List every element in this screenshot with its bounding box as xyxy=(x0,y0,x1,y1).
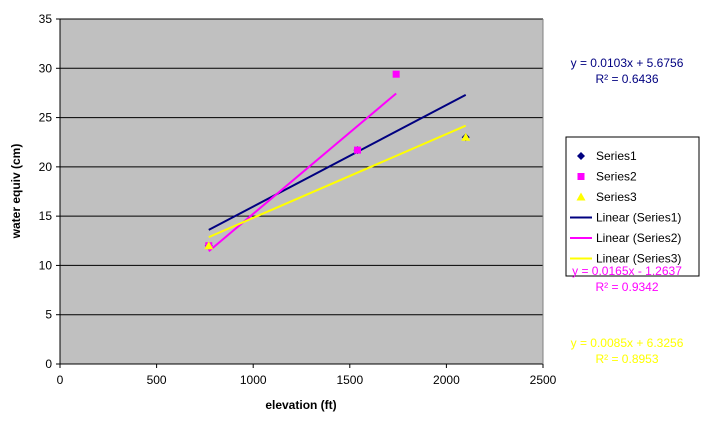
r-squared-series2: R² = 0.9342 xyxy=(595,280,658,294)
x-tick-labels: 0 500 1000 1500 2000 2500 xyxy=(57,373,557,387)
r-squared-series3: R² = 0.8953 xyxy=(595,352,658,366)
x-axis-title: elevation (ft) xyxy=(265,398,336,412)
y-tick-labels: 0 5 10 15 20 25 30 35 xyxy=(39,12,53,371)
y-tick-label: 0 xyxy=(45,357,52,371)
trendline-series3 xyxy=(208,124,467,239)
y-axis-title: water equiv (cm) xyxy=(9,144,23,240)
x-tick-label: 0 xyxy=(57,373,64,387)
x-tick-label: 1000 xyxy=(240,373,267,387)
trendline-series1 xyxy=(208,93,467,231)
series2-point xyxy=(354,146,362,154)
legend-marker-series3 xyxy=(576,192,586,201)
legend-box xyxy=(565,136,700,277)
x-tick-label: 2500 xyxy=(530,373,557,387)
legend: Series1 Series2 Series3 Linear (Series1) Lin… xyxy=(565,136,700,277)
trendline-series2 xyxy=(208,92,397,252)
y-tick-label: 5 xyxy=(45,308,52,322)
series3-point xyxy=(204,241,214,250)
legend-label: Linear (Series3) xyxy=(596,252,681,266)
legend-marker-series1 xyxy=(577,152,585,160)
y-tick-label: 15 xyxy=(39,209,53,223)
legend-label: Series2 xyxy=(596,170,637,184)
y-tick-label: 10 xyxy=(39,258,53,272)
x-tick-label: 2000 xyxy=(433,373,460,387)
legend-marker-series2 xyxy=(577,173,585,180)
x-tick-label: 1500 xyxy=(336,373,363,387)
plot-area xyxy=(60,19,543,364)
trendlines xyxy=(208,92,467,252)
y-tick-label: 20 xyxy=(39,160,53,174)
equation-series3: y = 0.0085x + 6.3256 xyxy=(571,336,684,350)
trendline-equations: y = 0.0103x + 5.6756 R² = 0.6436 y = 0.016… xyxy=(571,56,684,366)
x-tick-label: 500 xyxy=(147,373,167,387)
series3-point xyxy=(461,132,471,141)
series2-point xyxy=(392,70,400,78)
axes xyxy=(56,18,544,368)
equation-series1: y = 0.0103x + 5.6756 xyxy=(571,56,684,70)
y-tick-label: 30 xyxy=(39,61,53,75)
data-points xyxy=(204,70,471,250)
legend-label: Series1 xyxy=(596,149,637,163)
r-squared-series1: R² = 0.6436 xyxy=(595,72,658,86)
legend-label: Series3 xyxy=(596,190,637,204)
gridlines xyxy=(60,18,543,316)
equation-series2: y = 0.0165x - 1.2637 xyxy=(572,264,682,278)
legend-label: Linear (Series2) xyxy=(596,231,681,245)
y-tick-label: 25 xyxy=(39,111,53,125)
legend-label: Linear (Series1) xyxy=(596,211,681,225)
y-tick-label: 35 xyxy=(39,12,53,26)
